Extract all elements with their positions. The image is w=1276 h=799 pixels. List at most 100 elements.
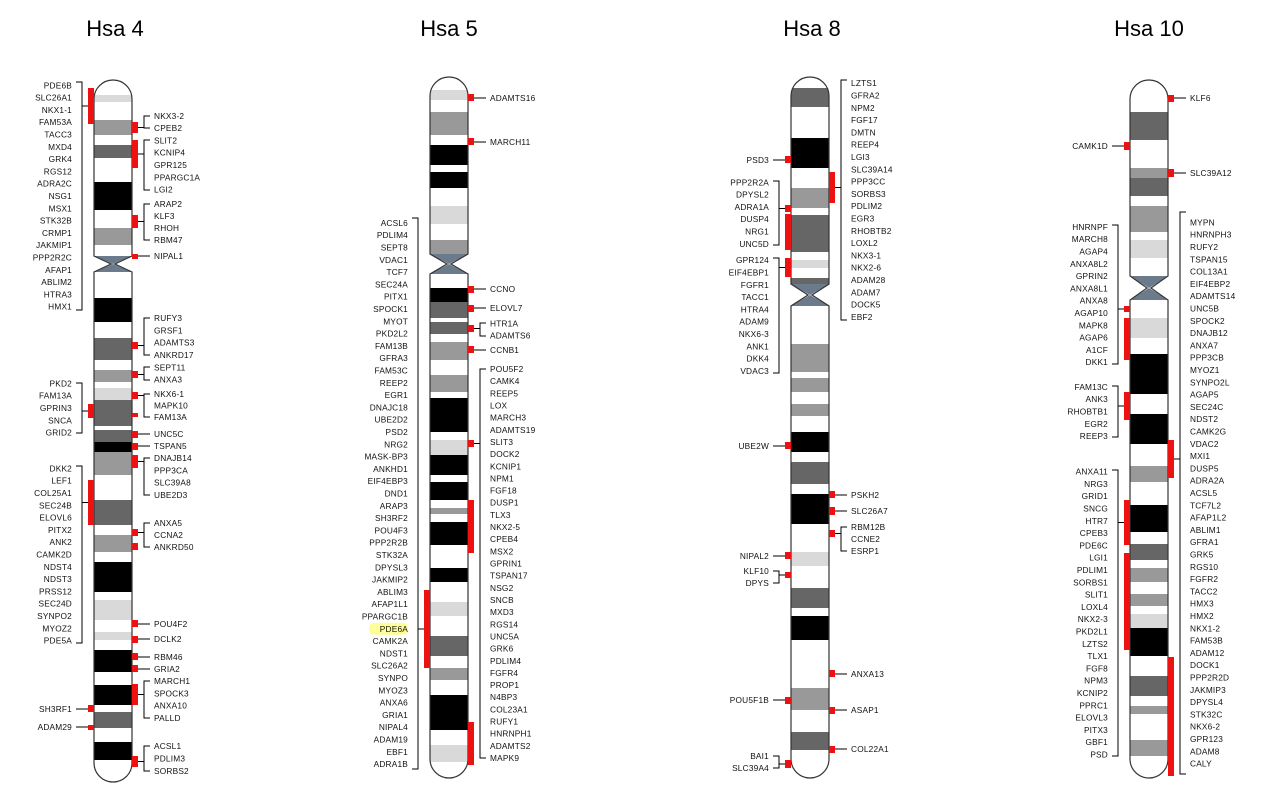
gene-label: PALLD <box>154 713 181 723</box>
gene-label: EGR3 <box>851 213 875 223</box>
gene-label: DMTN <box>851 127 876 137</box>
gene-label: FAM53A <box>39 117 72 127</box>
chromosome-band <box>94 400 132 426</box>
chromosome-band <box>430 745 468 762</box>
chromosome-band <box>94 158 132 182</box>
chromosome-title: Hsa 8 <box>783 16 840 41</box>
chromosome-band <box>94 552 132 562</box>
gene-label: TACC2 <box>1190 586 1218 596</box>
locus-marker <box>132 342 138 349</box>
gene-label: FAM13A <box>39 391 72 401</box>
locus-marker <box>829 746 835 753</box>
gene-label: NKX6-2 <box>1190 722 1220 732</box>
chromosome-body <box>791 77 829 778</box>
chromosome-band <box>1130 112 1168 140</box>
chromosome-band <box>94 360 132 370</box>
gene-label: SH3RF1 <box>39 704 72 714</box>
chromosome-hsa-5: Hsa 5 ADAMTS16 MARCH11 ACSL6 PDLIM4 SEPT8 VDAC… <box>362 16 535 779</box>
gene-label: GRK5 <box>1190 550 1214 560</box>
chromosome-band <box>94 120 132 135</box>
chromosome-band <box>791 524 829 552</box>
gene-label: MARCH3 <box>490 413 526 423</box>
chromosome-band <box>791 710 829 732</box>
chromosome-band <box>94 600 132 620</box>
gene-label: COL22A1 <box>851 744 889 754</box>
gene-label: NKX3-2 <box>154 111 184 121</box>
locus-marker <box>1124 306 1130 312</box>
chromosome-band <box>1130 300 1168 318</box>
gene-label: PSKH2 <box>851 490 879 500</box>
chromosome-band <box>430 695 468 730</box>
gene-label: FAM53C <box>375 366 408 376</box>
gene-label: SNCG <box>1083 503 1108 513</box>
chromosome-band <box>94 182 132 210</box>
gene-group: DKK2 LEF1 COL25A1 SEC24B ELOVL6 PITX2 ANK2 CAMK… <box>34 463 94 646</box>
gene-label: SORBS2 <box>154 766 189 776</box>
gene-label: ANXA3 <box>154 375 182 385</box>
gene-label: ABLIM3 <box>377 587 408 597</box>
chromosome-band <box>1130 466 1168 482</box>
chromosome-band <box>430 90 468 100</box>
gene-group: RBM46 <box>132 652 183 662</box>
gene-label: NKX6-1 <box>154 389 184 399</box>
gene-label: PPP2R2B <box>369 538 408 548</box>
gene-label: PSD <box>1090 749 1108 759</box>
gene-bracket <box>143 522 150 548</box>
chromosome-band <box>94 452 132 475</box>
gene-label: NIPAL1 <box>154 251 183 261</box>
chromosome-band <box>1130 240 1168 258</box>
chromosome-band <box>430 616 468 636</box>
chromosome-band <box>94 370 132 382</box>
chromosome-body <box>1130 80 1168 778</box>
gene-label: DPYSL3 <box>375 562 408 572</box>
gene-label: ADAMTS2 <box>490 741 531 751</box>
chromosome-band <box>430 636 468 656</box>
gene-label: CCNB1 <box>490 345 519 355</box>
gene-label: NRG3 <box>1084 479 1108 489</box>
gene-label: ACSL6 <box>381 218 408 228</box>
gene-label: NKX2-5 <box>490 522 520 532</box>
gene-label: ANXA6 <box>380 698 408 708</box>
gene-label: UBE2W <box>738 441 769 451</box>
gene-label: NIPAL2 <box>740 551 769 561</box>
chromosome-band <box>791 330 829 344</box>
gene-label: ADRA2C <box>37 179 72 189</box>
gene-label: MAPK10 <box>154 401 188 411</box>
gene-label: UBE2D2 <box>375 415 409 425</box>
chromosome-band <box>791 326 829 330</box>
chromosome-band <box>94 475 132 500</box>
gene-bracket <box>143 317 150 356</box>
locus-marker <box>132 636 138 643</box>
gene-group: RBM12B CCNE2 ESRP1 <box>829 522 885 556</box>
gene-label: ANXA8L1 <box>1070 283 1108 293</box>
chromosome-outline <box>790 76 830 779</box>
gene-label: DOCK1 <box>1190 660 1220 670</box>
locus-marker <box>1168 169 1174 177</box>
gene-label: DNAJB14 <box>154 453 192 463</box>
gene-label: A1CF <box>1086 345 1108 355</box>
gene-label: TLX1 <box>1087 651 1108 661</box>
chromosome-band <box>791 552 829 566</box>
gene-label: MASK-BP3 <box>364 452 408 462</box>
chromosome-band <box>94 430 132 442</box>
locus-marker <box>88 725 94 730</box>
gene-label: NDST3 <box>44 574 72 584</box>
gene-label: LGI1 <box>1089 553 1108 563</box>
gene-label: CAMK2A <box>373 636 409 646</box>
chromosome-band <box>791 688 829 710</box>
gene-label: GPR124 <box>736 255 769 265</box>
chromosome-band <box>791 188 829 208</box>
gene-label: TSPAN15 <box>1190 254 1228 264</box>
gene-label: UNC5D <box>739 239 769 249</box>
chromosomes-layer: Hsa 4 PDE6B SLC26A1 NKX1-1 FAM53A TACC3 MXD4 GR… <box>33 16 1235 783</box>
gene-label: ANXA11 <box>1076 467 1109 477</box>
gene-label: GPR123 <box>1190 734 1223 744</box>
gene-label: REEP3 <box>1080 431 1108 441</box>
locus-marker <box>829 172 835 203</box>
gene-label: VDAC1 <box>379 255 408 265</box>
gene-group: ADAM29 <box>38 722 94 732</box>
gene-label: BAI1 <box>750 751 769 761</box>
gene-group: ADAMTS16 <box>468 93 535 103</box>
chromosome-body <box>94 80 132 782</box>
gene-label: LZTS2 <box>1082 639 1108 649</box>
